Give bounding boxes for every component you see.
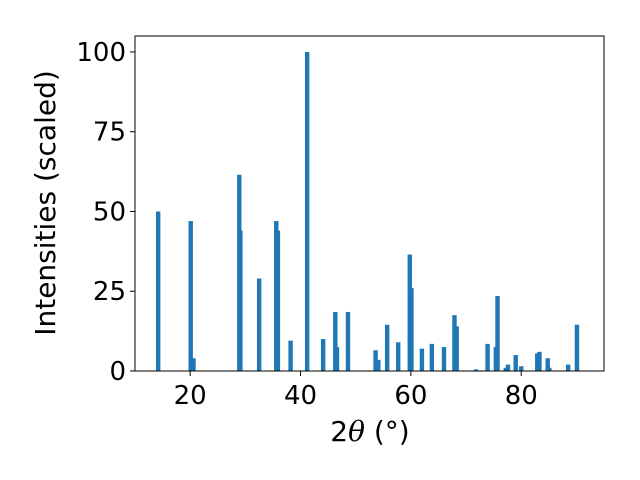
x-axis-ticks: 20 40 60 80 [174,371,538,411]
y-tick-label: 0 [109,357,126,387]
bar [238,230,243,371]
x-tick-label: 40 [284,381,317,411]
bar [275,230,281,371]
bar [320,339,326,371]
bar [505,364,511,371]
y-axis-label: Intensities (scaled) [29,70,62,336]
plot-frame [134,35,605,372]
bar [485,343,490,371]
bar [333,311,338,371]
x-tick-label: 80 [505,381,538,411]
bar [537,351,542,371]
plot-background [135,36,604,371]
y-tick-label: 100 [76,38,126,68]
bar [454,326,459,371]
bar [288,340,293,371]
bar [545,358,550,371]
bar [419,348,425,371]
x-axis-label: 2θ (°) [330,415,409,448]
x-tick-label: 20 [174,381,207,411]
y-axis-ticks: 0 25 50 75 100 [76,38,135,387]
bar [256,278,262,371]
y-tick-label: 75 [93,118,126,148]
bar [188,221,193,371]
bar [155,211,161,371]
bar [395,342,401,371]
x-tick-label: 60 [394,381,427,411]
bar [429,343,435,371]
bar [519,366,524,371]
bar [547,367,552,371]
bar [376,359,381,371]
bar [373,350,378,371]
bar [473,369,479,371]
bar [345,311,351,371]
bar [441,347,447,371]
bar [565,364,571,371]
bar [334,347,340,371]
y-tick-label: 50 [93,197,126,227]
bar [503,367,508,371]
bar [384,324,390,371]
y-tick-label: 25 [93,277,126,307]
bar [574,324,580,371]
bar-series [155,51,580,371]
bar [191,358,196,371]
bar [513,355,518,371]
bar [304,51,310,371]
bar [495,296,500,371]
bar [409,288,414,371]
bar [452,315,457,371]
